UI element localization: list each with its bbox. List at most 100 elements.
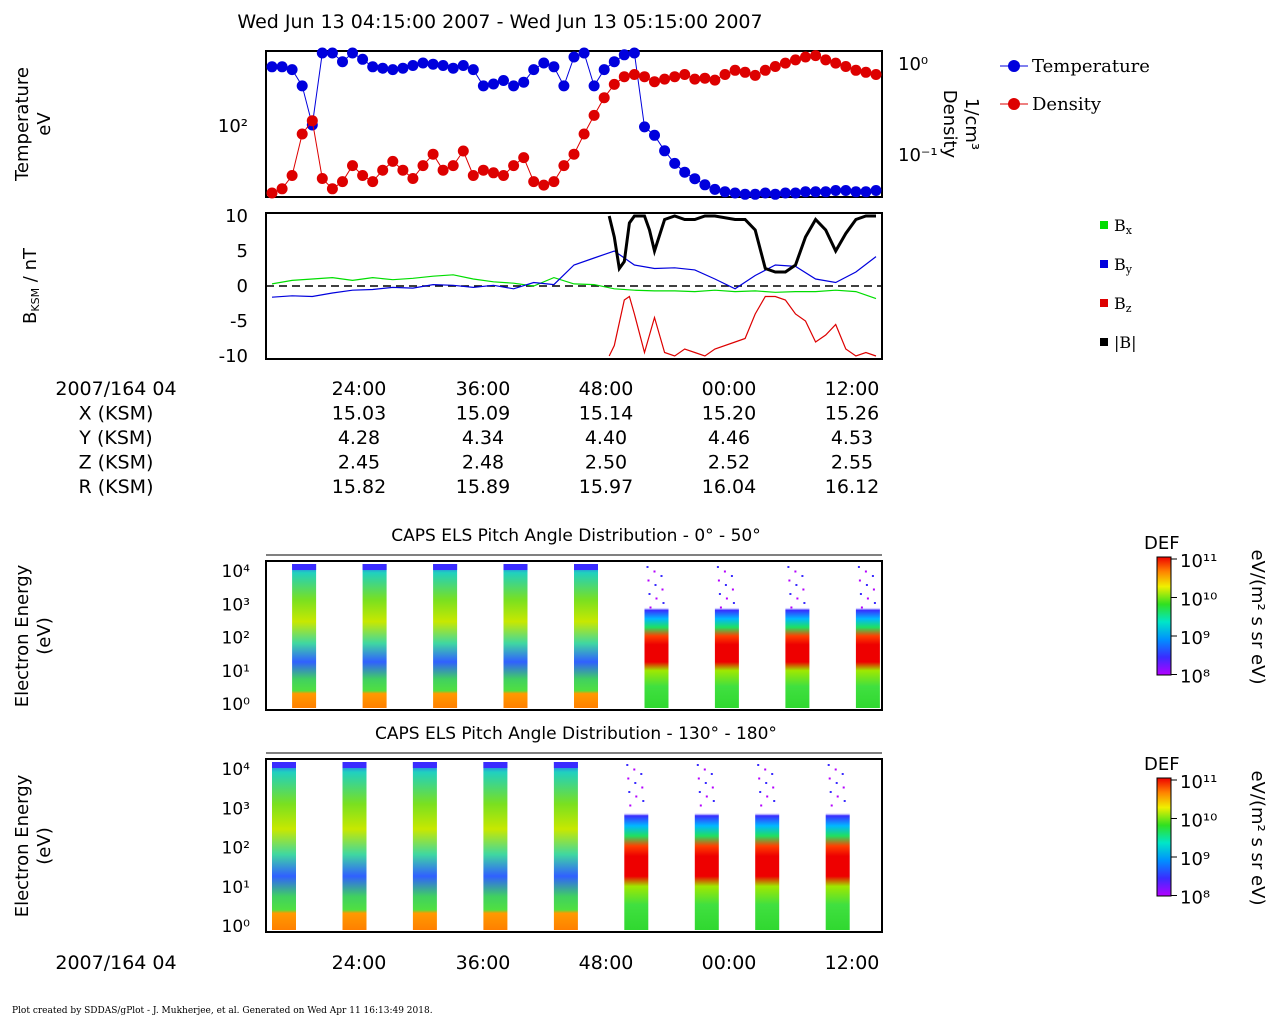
sparse-pixel xyxy=(872,588,875,591)
sparse-pixel xyxy=(859,593,862,595)
temperature-point xyxy=(800,186,811,198)
spectrogram-burst xyxy=(342,762,367,930)
temperature-point xyxy=(820,186,832,198)
colorbar-tick: 10¹¹ xyxy=(1180,772,1217,793)
temperature-point xyxy=(578,47,590,59)
panel1-legend: Temperature Density xyxy=(1000,56,1150,115)
panel1-ytick-right-1: 10⁻¹ xyxy=(898,145,938,166)
temperature-point xyxy=(759,187,771,199)
temperature-point xyxy=(407,60,419,71)
ephemeris-value: 2.52 xyxy=(708,452,750,474)
sparse-pixel xyxy=(871,575,874,577)
temperature-point xyxy=(739,188,751,200)
spectrogram-ytick: 10¹ xyxy=(222,662,250,682)
panel1-ylabel-line2: eV xyxy=(34,112,55,136)
legend-marker xyxy=(1100,338,1108,346)
sparse-pixel xyxy=(836,795,839,798)
density-point xyxy=(699,72,711,84)
x-tick-label: 48:00 xyxy=(579,952,634,974)
sparse-pixel xyxy=(642,800,645,802)
spectrogram-burst xyxy=(272,762,296,930)
density-point xyxy=(417,160,429,172)
density-point xyxy=(659,73,671,85)
sparse-pixel xyxy=(730,575,733,577)
temperature-point xyxy=(548,61,560,73)
temperature-point xyxy=(729,187,741,199)
spectrogram-130-180-panel: CAPS ELS Pitch Angle Distribution - 130°… xyxy=(12,724,1268,974)
temperature-point xyxy=(850,186,862,198)
sparse-pixel xyxy=(795,584,798,586)
sparse-pixel xyxy=(698,791,701,793)
spectrogram2-bursts xyxy=(272,762,850,930)
sparse-pixel xyxy=(803,602,806,604)
density-point xyxy=(347,160,358,172)
spectrogram-ytick: 10⁴ xyxy=(222,760,251,780)
density-point xyxy=(528,176,540,188)
density-point xyxy=(850,64,862,76)
temperature-point xyxy=(316,47,328,59)
temperature-point xyxy=(618,49,630,61)
temperature-point xyxy=(870,185,882,196)
spectrogram-burst xyxy=(714,564,739,708)
temperature-point xyxy=(840,185,852,196)
spectrogram1-title: CAPS ELS Pitch Angle Distribution - 0° -… xyxy=(391,526,760,546)
density-point xyxy=(689,73,701,85)
ephemeris-value: 15.14 xyxy=(579,403,633,425)
ephemeris-value: 15.03 xyxy=(332,403,386,425)
temperature-point xyxy=(477,80,489,92)
sparse-pixel xyxy=(731,588,734,591)
sparse-pixel xyxy=(802,588,805,591)
sparse-pixel xyxy=(660,575,663,577)
sparse-pixel xyxy=(723,570,726,573)
sparse-pixel xyxy=(830,804,833,807)
sparse-pixel xyxy=(828,777,831,780)
legend-marker xyxy=(1100,260,1108,268)
density-point xyxy=(316,173,328,184)
legend-label: |B| xyxy=(1114,333,1137,352)
density-point xyxy=(840,61,852,72)
colorbar-unit: eV/(m² s sr eV) xyxy=(1247,550,1268,685)
spectrogram-burst xyxy=(433,564,458,708)
density-point xyxy=(477,164,489,176)
legend-label: By xyxy=(1114,255,1133,276)
spectrogram-burst xyxy=(755,762,780,930)
temperature-point xyxy=(608,56,620,68)
panel1-ylabel-line1: Temperature xyxy=(12,67,33,182)
sparse-pixel xyxy=(865,584,868,586)
temperature-point xyxy=(528,64,540,76)
density-point xyxy=(266,187,278,199)
spectrogram1-bursts xyxy=(292,564,880,708)
temperature-point xyxy=(588,80,600,92)
temperature-point xyxy=(326,47,338,59)
legend-marker xyxy=(1100,221,1108,229)
x-tick-label: 00:00 xyxy=(702,952,757,974)
density-point xyxy=(618,71,630,83)
sparse-pixel xyxy=(640,773,643,775)
panel1-ylabel-right-line1: Density xyxy=(939,90,960,159)
sparse-pixel xyxy=(794,570,797,573)
ephemeris-value: 15.26 xyxy=(825,403,879,425)
burst-top-noise xyxy=(553,762,578,768)
spectrogram2-ylabel-line2: (eV) xyxy=(34,827,55,864)
temperature-point xyxy=(266,61,278,73)
density-point xyxy=(709,74,721,86)
colorbar-tick: 10⁹ xyxy=(1180,628,1210,649)
density-point xyxy=(357,170,369,181)
footer-credit: Plot created by SDDAS/gPlot - J. Mukherj… xyxy=(12,1006,433,1016)
sparse-pixel xyxy=(635,795,638,798)
burst-top-noise xyxy=(483,762,508,768)
spectrogram-ytick: 10³ xyxy=(222,595,250,615)
density-point xyxy=(749,69,761,81)
sparse-pixel xyxy=(760,804,763,807)
ephemeris-value: 2.45 xyxy=(338,452,380,474)
temperature-point xyxy=(689,173,701,185)
panel2-legend: Bx By Bz |B| xyxy=(1100,216,1137,352)
sparse-pixel xyxy=(842,786,845,789)
spectrogram-burst xyxy=(483,762,508,930)
sparse-pixel xyxy=(655,597,658,600)
temperature-point xyxy=(447,62,459,74)
spectrogram1-ylabel-line2: (eV) xyxy=(34,617,55,654)
panel1-frame xyxy=(265,50,883,198)
colorbar-label: DEF xyxy=(1144,754,1180,775)
